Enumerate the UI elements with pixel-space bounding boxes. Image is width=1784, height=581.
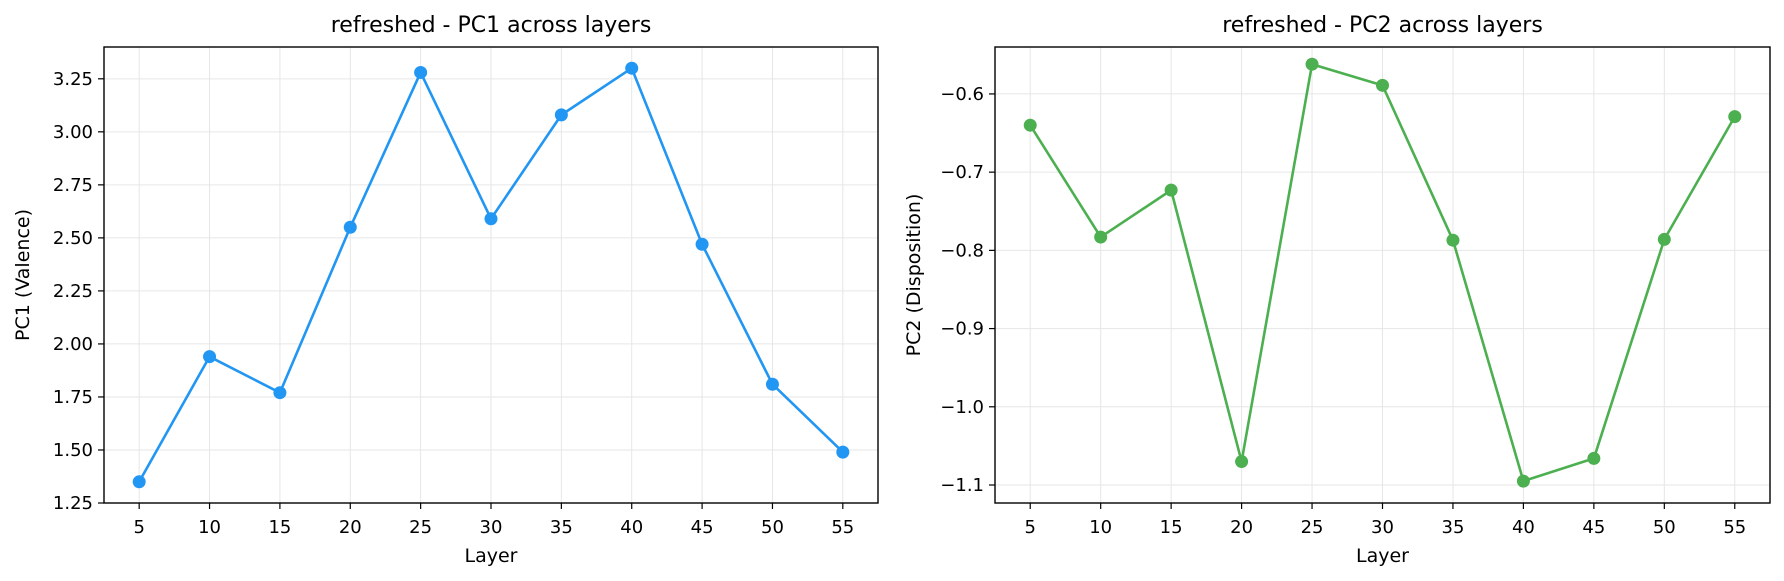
y-tick-label: 2.25 (53, 281, 93, 302)
x-tick-label: 45 (691, 517, 714, 538)
x-tick-label: 50 (1653, 517, 1676, 538)
x-tick-label: 35 (550, 517, 573, 538)
x-tick-label: 10 (198, 517, 221, 538)
chart-pc1: 5 10 15 20 25 30 35 40 45 50 55 1.25 1.50 1.75 2.00 2.2… (12, 13, 879, 567)
y-tick-label: −0.9 (940, 319, 984, 340)
y-tick-label: −1.1 (940, 475, 984, 496)
data-point (1657, 232, 1671, 246)
x-tick-label: 15 (268, 517, 291, 538)
data-point (1446, 233, 1460, 247)
x-tick-label: 30 (480, 517, 503, 538)
y-tick-label: 3.00 (53, 122, 93, 143)
x-axis-label: Layer (1356, 545, 1409, 567)
x-tick-label: 40 (620, 517, 643, 538)
data-point (1376, 78, 1389, 92)
x-tick-label: 5 (1025, 517, 1036, 538)
x-tick-label: 10 (1089, 517, 1112, 538)
y-tick-label: 1.25 (53, 493, 93, 514)
y-tick-label: 1.75 (53, 387, 93, 408)
data-point (132, 475, 146, 489)
data-point (1164, 183, 1178, 197)
x-tick-label: 30 (1371, 517, 1394, 538)
data-point (1023, 118, 1037, 132)
data-point (1516, 474, 1530, 488)
y-tick-label: −1.0 (940, 397, 984, 418)
y-tick-label: 2.75 (53, 175, 93, 196)
data-point (484, 212, 498, 226)
y-tick-label: −0.7 (940, 162, 984, 183)
data-point (554, 108, 568, 122)
x-tick-label: 5 (133, 517, 144, 538)
x-tick-label: 45 (1582, 517, 1605, 538)
data-point (836, 445, 850, 459)
y-tick-label: −0.6 (940, 84, 984, 105)
x-tick-label: 15 (1160, 517, 1183, 538)
data-point (343, 220, 357, 234)
data-point (1305, 57, 1319, 71)
y-tick-label: 1.50 (53, 440, 93, 461)
data-point (1587, 451, 1601, 465)
data-point (414, 65, 428, 79)
y-axis-label: PC1 (Valence) (12, 209, 34, 341)
data-point (273, 386, 287, 400)
x-tick-label: 20 (1230, 517, 1253, 538)
x-tick-label: 35 (1442, 517, 1465, 538)
data-point (1235, 455, 1249, 469)
data-point (695, 237, 709, 251)
x-tick-label: 25 (1301, 517, 1324, 538)
y-tick-label: 2.00 (53, 334, 93, 355)
y-tick-label: 2.50 (53, 228, 93, 249)
y-tick-label: −0.8 (940, 240, 984, 261)
x-axis-label: Layer (465, 545, 518, 567)
x-tick-label: 25 (409, 517, 432, 538)
data-point (203, 350, 217, 364)
x-tick-label: 20 (339, 517, 362, 538)
chart-title: refreshed - PC2 across layers (1222, 13, 1543, 38)
y-axis-label: PC2 (Disposition) (903, 194, 925, 357)
x-tick-label: 55 (831, 517, 854, 538)
x-tick-label: 50 (761, 517, 784, 538)
x-tick-label: 40 (1512, 517, 1535, 538)
y-tick-label: 3.25 (53, 69, 93, 90)
chart-pc2: 5 10 15 20 25 30 35 40 45 50 55 −0.6 −0.7 −0.8 −0.9 −1.… (903, 13, 1771, 567)
x-tick-label: 55 (1723, 517, 1746, 538)
data-point (765, 377, 779, 391)
data-point (1094, 230, 1108, 244)
chart-title: refreshed - PC1 across layers (331, 13, 652, 38)
data-point (1728, 110, 1742, 124)
data-point (625, 61, 639, 75)
